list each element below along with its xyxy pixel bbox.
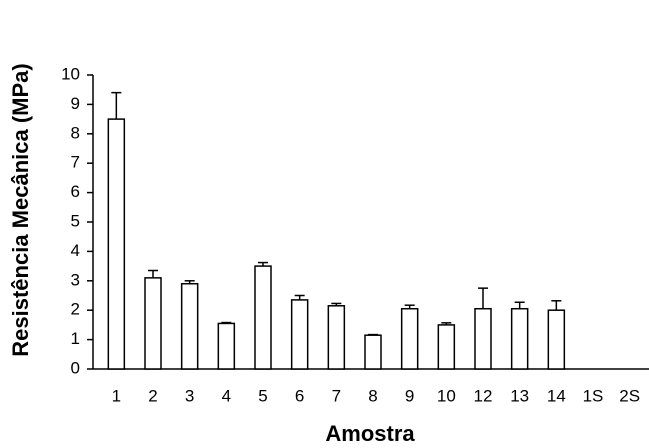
y-tick-label: 10 (61, 64, 80, 83)
x-tick-label: 4 (222, 386, 231, 405)
x-tick-label: 14 (547, 386, 566, 405)
bar (510, 307, 529, 370)
bar (364, 334, 382, 370)
y-tick-label: 7 (71, 153, 80, 172)
x-tick-label: 2 (148, 386, 157, 405)
bar (474, 307, 492, 370)
bar (290, 299, 309, 370)
y-tick-label: 3 (71, 270, 80, 289)
x-tick-label: 7 (332, 386, 341, 405)
x-tick-label: 9 (405, 386, 414, 405)
bar (547, 309, 566, 370)
y-tick-label: 4 (71, 241, 80, 260)
x-tick-label: 10 (437, 386, 456, 405)
x-axis-title: Amostra (325, 421, 415, 446)
bar (180, 282, 199, 370)
x-tick-label: 3 (185, 386, 194, 405)
x-tick-label: 13 (510, 386, 529, 405)
x-tick-label: 5 (258, 386, 267, 405)
y-tick-label: 8 (71, 123, 80, 142)
bar (327, 305, 346, 370)
x-tick-label: 6 (295, 386, 304, 405)
x-tick-label: 1 (112, 386, 121, 405)
y-tick-label: 9 (71, 94, 80, 113)
y-tick-label: 5 (71, 211, 80, 230)
bar (400, 307, 419, 370)
y-tick-label: 6 (71, 182, 80, 201)
bar (437, 324, 456, 370)
bar (254, 265, 272, 370)
bar (107, 118, 126, 370)
y-tick-label: 1 (71, 329, 80, 348)
y-axis-title: Resistência Mecânica (MPa) (8, 63, 33, 356)
y-tick-label: 2 (71, 300, 80, 319)
y-tick-label: 0 (71, 358, 80, 377)
x-tick-label: 8 (368, 386, 377, 405)
bar (217, 322, 236, 370)
bar (144, 277, 162, 370)
x-tick-label: 2S (619, 386, 640, 405)
x-tick-label: 1S (583, 386, 604, 405)
x-tick-label: 12 (474, 386, 493, 405)
